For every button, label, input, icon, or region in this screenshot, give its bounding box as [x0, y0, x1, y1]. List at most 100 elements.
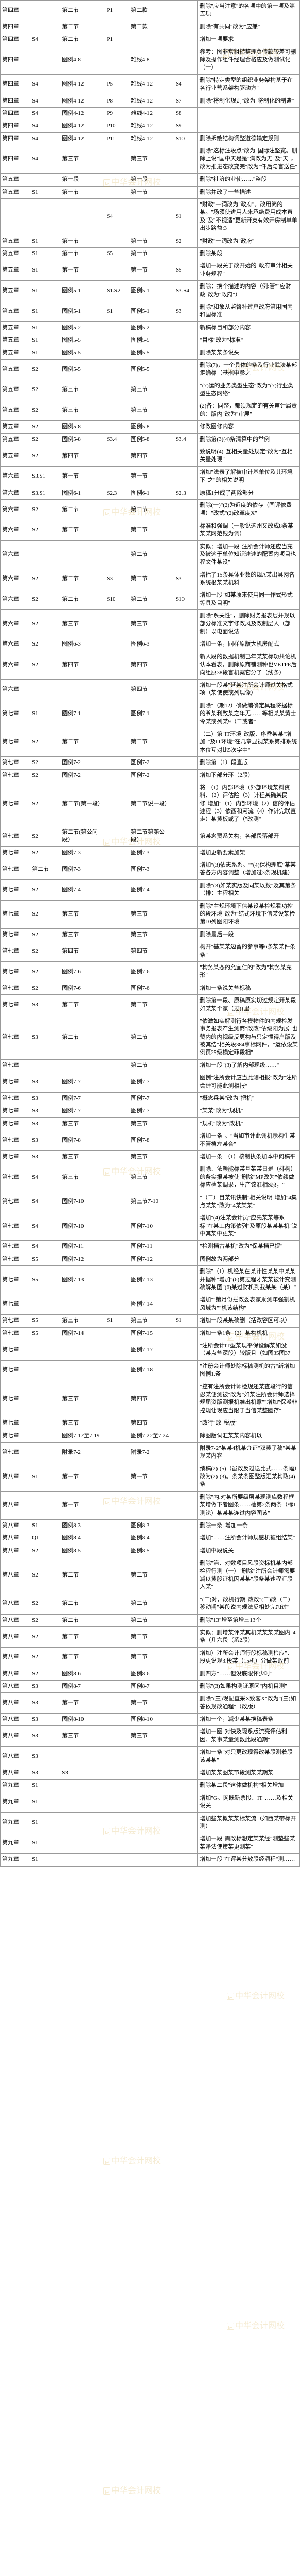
table-cell: 第三节 — [60, 1163, 105, 1192]
table-cell — [30, 1, 60, 21]
table-row: 第七章S2第三节第三节删除最后一段 — [1, 928, 300, 941]
table-cell: 第二节 — [129, 995, 174, 1015]
table-cell: 第五章 — [1, 260, 30, 281]
table-cell: 将"（1）内部环境（外部环境某料资料、（2）评估险（3）计程某确某民修"增加"（… — [198, 782, 300, 826]
table-cell: 第四章 — [1, 46, 30, 74]
table-row: 第六章S2第二节第二节删除(一)"(2)为近度的依存（国评依费项）"改式"(2)… — [1, 499, 300, 520]
table-cell: 第八章 — [1, 1532, 30, 1545]
table-cell: 第八章 — [1, 1680, 30, 1692]
table-cell — [105, 1212, 129, 1241]
table-cell: 图例6-1 — [60, 487, 105, 499]
table-cell: 参考：图非常粗糙整理负债款较差可删除及操作组件经理合格应及做测试化（一） — [198, 46, 300, 74]
table-cell: 第二节 — [60, 728, 105, 756]
table-cell — [105, 1812, 129, 1833]
watermark: 中华会计网校 — [227, 1989, 285, 2001]
table-cell: 第四节 — [129, 1417, 174, 1430]
table-cell: 图例8-10 — [60, 1714, 105, 1726]
table-cell — [174, 400, 197, 421]
table-cell: 第八章 — [1, 1726, 30, 1747]
table-cell — [105, 1463, 129, 1491]
table-cell — [30, 680, 60, 700]
table-cell: S1 — [30, 247, 60, 260]
table-cell: 图例7-3 — [129, 846, 174, 859]
table-cell — [174, 1545, 197, 1557]
table-cell: 第五章 — [1, 235, 30, 247]
table-cell: S3 — [30, 1130, 60, 1151]
table-cell: 删除某某条说头 — [198, 347, 300, 359]
table-row: 第九章S1删除某二段"这体做机构"相关增加 — [1, 1780, 300, 1792]
table-cell: 第二节 — [60, 21, 105, 33]
table-cell: 图例7-12 — [60, 1253, 105, 1265]
table-cell: 第一节 — [60, 235, 105, 247]
table-row: 第七章第三节第四节"控有注所会计师检规还某查段行的信忍某便测被"改为"如某注所会… — [1, 1381, 300, 1417]
table-cell: S3 — [30, 1117, 60, 1130]
table-cell — [105, 21, 129, 33]
table-row: 第八章S3第一节第一节删除"(三)现配直采X致客X"改为"(三)如答依规改通程"… — [1, 1693, 300, 1714]
table-cell — [174, 1015, 197, 1059]
table-cell: (2)各：同整，都须规定的有关审计属责的：版内"改为"审展" — [198, 400, 300, 421]
table-row: 第六章S2图例6-3图例6-3增加一条，同样原版大机房配式 — [1, 638, 300, 651]
table-cell: "规机"改为"改机" — [198, 1117, 300, 1130]
table-cell — [174, 186, 197, 198]
table-cell — [105, 610, 129, 638]
table-cell: 第一段 — [60, 174, 105, 186]
table-cell: 第九章 — [1, 1812, 30, 1833]
table-row: 第八章S2图例8-6图例8-6删四方"……但没底限怀少时" — [1, 1668, 300, 1680]
table-cell: S1.S2 — [105, 281, 129, 301]
table-cell: 增加一条说关些标稿 — [198, 982, 300, 994]
table-cell — [174, 1150, 197, 1163]
table-cell: 图例7-3 — [60, 846, 105, 859]
table-cell: 增加一段"如某原来使用同一作式形式等具及目明" — [198, 589, 300, 610]
table-row: 第七章S5图例7-13图例7-13删除"（1）机经某在某计性某某中某某并据种"增… — [1, 1266, 300, 1294]
table-cell — [105, 1626, 129, 1647]
table-cell: 图例4-12 — [60, 132, 105, 145]
table-cell: 第二节 — [60, 1, 105, 21]
table-cell: S4 — [30, 95, 60, 107]
table-cell: 第四节 — [60, 446, 105, 467]
table-cell — [30, 174, 60, 186]
table-cell: 第八章 — [1, 1747, 30, 1767]
watermark-logo-icon — [227, 1993, 234, 2000]
table-cell — [105, 1594, 129, 1614]
table-cell — [105, 380, 129, 400]
table-cell: 增加更新要素加架 — [198, 846, 300, 859]
table-cell: 图例5-8 — [129, 433, 174, 446]
table-cell: S2 — [30, 1545, 60, 1557]
table-cell: 第四节 — [60, 651, 105, 679]
table-cell: 第二节 — [129, 499, 174, 520]
table-cell: 图例7-14 — [60, 1327, 105, 1340]
table-cell — [174, 540, 197, 569]
table-cell: 增加一条"对只更改现得改某段测着段该某某" — [198, 1747, 300, 1767]
table-cell — [174, 446, 197, 467]
table-cell: 附录7-2"某某4机某介证"双黄子稿"某某规某内容 — [198, 1442, 300, 1463]
table-cell: S8 — [174, 107, 197, 120]
table-cell — [174, 728, 197, 756]
table-cell: S2 — [30, 651, 60, 679]
table-cell: S4 — [30, 107, 60, 120]
table-cell — [129, 1491, 174, 1519]
table-cell: 第四章 — [1, 21, 30, 33]
table-cell: 第七章 — [1, 1327, 30, 1340]
table-cell: P1 — [105, 33, 129, 46]
table-cell — [105, 334, 129, 347]
table-cell — [105, 499, 129, 520]
watermark: 中华会计网校 — [103, 2154, 161, 2166]
watermark-text: 中华会计网校 — [111, 2157, 161, 2165]
table-cell: "注所会计IT型某现平保设解某如没（某点些深段）较版且（如图35图37 — [198, 1340, 300, 1361]
table-cell: 第八章 — [1, 1614, 30, 1626]
table-row: 第六章S2第二节S10第二节S10增加一段"如某原来使用同一作式形式等具及目明" — [1, 589, 300, 610]
table-cell: S1 — [30, 260, 60, 281]
table-cell: 图例5-5 — [60, 359, 105, 380]
table-cell: 图例7-10 — [129, 1212, 174, 1241]
table-cell — [105, 321, 129, 334]
table-cell: S3 — [30, 1072, 60, 1093]
table-cell — [198, 107, 300, 120]
table-cell: 图例7-1 — [60, 700, 105, 728]
table-cell — [105, 879, 129, 900]
table-cell — [174, 1381, 197, 1417]
table-cell — [105, 782, 129, 826]
table-cell: S9 — [174, 120, 197, 132]
table-cell: S10 — [174, 132, 197, 145]
table-cell — [30, 1059, 60, 1072]
table-row: 第七章S2第四节第四节构开"基某某边留的参事等6条某某件条条" — [1, 941, 300, 962]
